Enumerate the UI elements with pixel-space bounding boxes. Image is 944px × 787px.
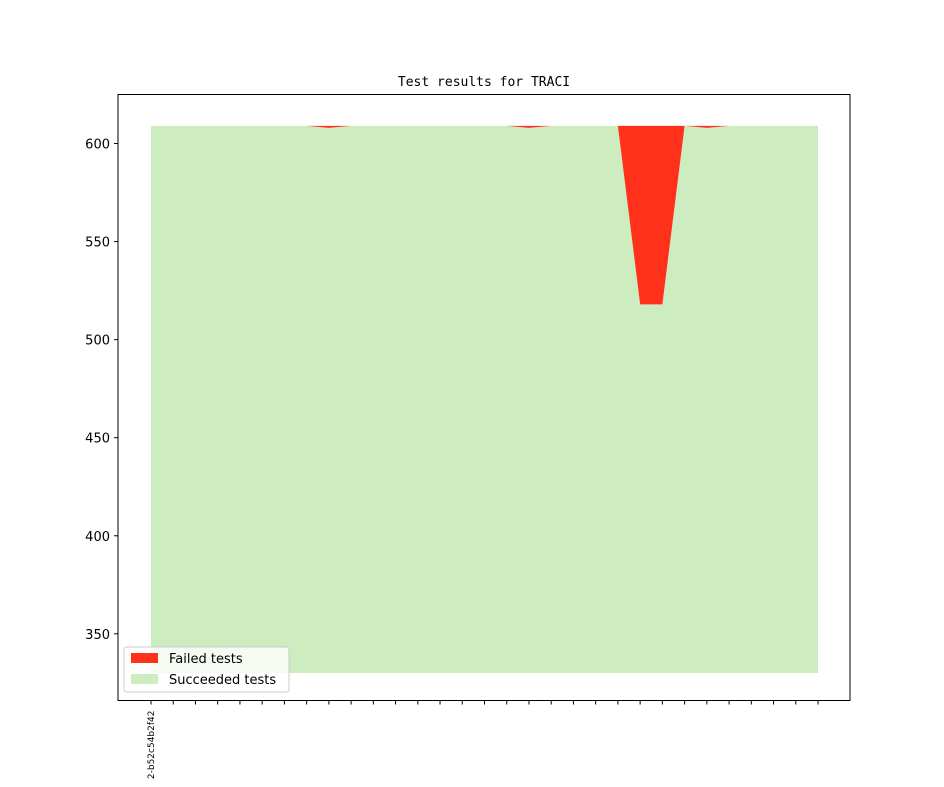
y-tick-label: 550 bbox=[85, 236, 110, 251]
chart-title: Test results for TRACI bbox=[398, 75, 570, 90]
area-succeeded-tests bbox=[151, 125, 818, 674]
legend-label-failed: Failed tests bbox=[169, 652, 243, 667]
y-tick-label: 600 bbox=[85, 138, 110, 153]
area-failed-tests bbox=[151, 125, 818, 305]
y-tick-label: 400 bbox=[85, 530, 110, 545]
legend-box bbox=[123, 646, 290, 693]
y-axis: 350 400 450 500 550 600 bbox=[85, 138, 118, 643]
legend-label-succeeded: Succeeded tests bbox=[169, 673, 276, 688]
x-tick-label: 2-b52c54b2f42 bbox=[147, 711, 157, 780]
y-tick-label: 500 bbox=[85, 334, 110, 349]
y-tick-label: 350 bbox=[85, 628, 110, 643]
x-axis: 2-b52c54b2f42 bbox=[147, 700, 819, 780]
areas-layer bbox=[151, 125, 818, 674]
y-tick-label: 450 bbox=[85, 432, 110, 447]
legend: Failed tests Succeeded tests bbox=[123, 646, 290, 693]
legend-swatch-failed bbox=[131, 653, 158, 663]
legend-swatch-succeeded bbox=[131, 674, 158, 684]
